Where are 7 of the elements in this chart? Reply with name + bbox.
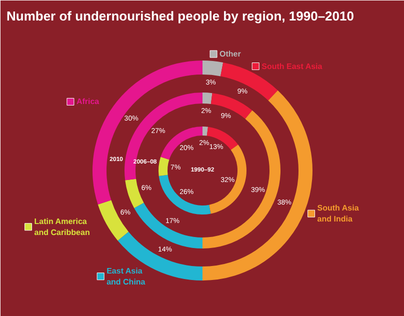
chart-title: Number of undernourished people by region, 1990–2010 — [6, 8, 354, 24]
legend-label: Other — [220, 50, 241, 59]
legend-label: East Asia and China — [106, 266, 146, 286]
legend-label: South East Asia — [262, 62, 323, 71]
legend-label: Africa — [76, 97, 100, 106]
legend-label: South Asia and India — [317, 204, 360, 224]
legend-label: Latin America and Caribbean — [34, 216, 90, 237]
